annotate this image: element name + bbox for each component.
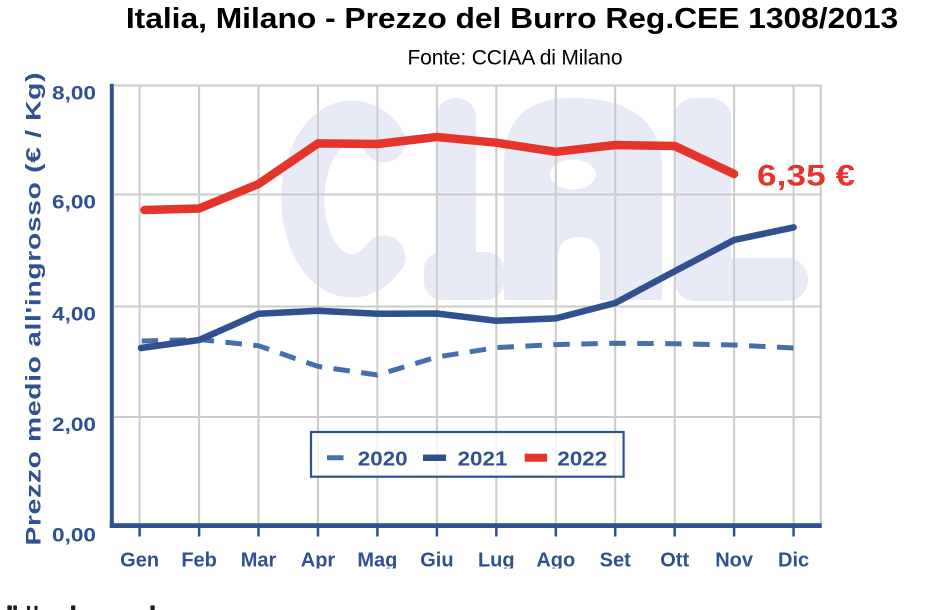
svg-text:Dic: Dic [778,550,809,572]
svg-text:2,00: 2,00 [52,415,96,436]
svg-text:Mag: Mag [357,550,397,572]
svg-text:4,00: 4,00 [52,304,96,325]
svg-text:6,00: 6,00 [52,192,96,213]
svg-text:Set: Set [600,550,631,572]
svg-text:6,35 €: 6,35 € [757,158,855,192]
svg-text:2021: 2021 [458,448,508,470]
svg-text:2020: 2020 [358,448,408,470]
svg-text:Fonte: CCIAA di Milano: Fonte: CCIAA di Milano [408,46,623,69]
svg-text:Nov: Nov [715,550,754,572]
svg-text:0,00: 0,00 [52,525,96,546]
svg-text:Ott: Ott [660,550,689,572]
svg-text:Gen: Gen [120,550,159,572]
svg-text:Italia, Milano - Prezzo del Bu: Italia, Milano - Prezzo del Burro Reg.CE… [126,4,898,35]
svg-text:Feb: Feb [181,550,217,572]
svg-text:8,00: 8,00 [52,83,96,104]
svg-text:2022: 2022 [557,448,607,470]
svg-text:Prezzo medio all'ingrosso (€ /: Prezzo medio all'ingrosso (€ / Kg) [22,72,46,545]
svg-text:Apr: Apr [301,550,336,572]
svg-text:Ago: Ago [536,550,575,572]
svg-text:Giu: Giu [420,550,453,572]
svg-text:Lug: Lug [478,550,515,572]
svg-text:Mar: Mar [241,550,277,572]
